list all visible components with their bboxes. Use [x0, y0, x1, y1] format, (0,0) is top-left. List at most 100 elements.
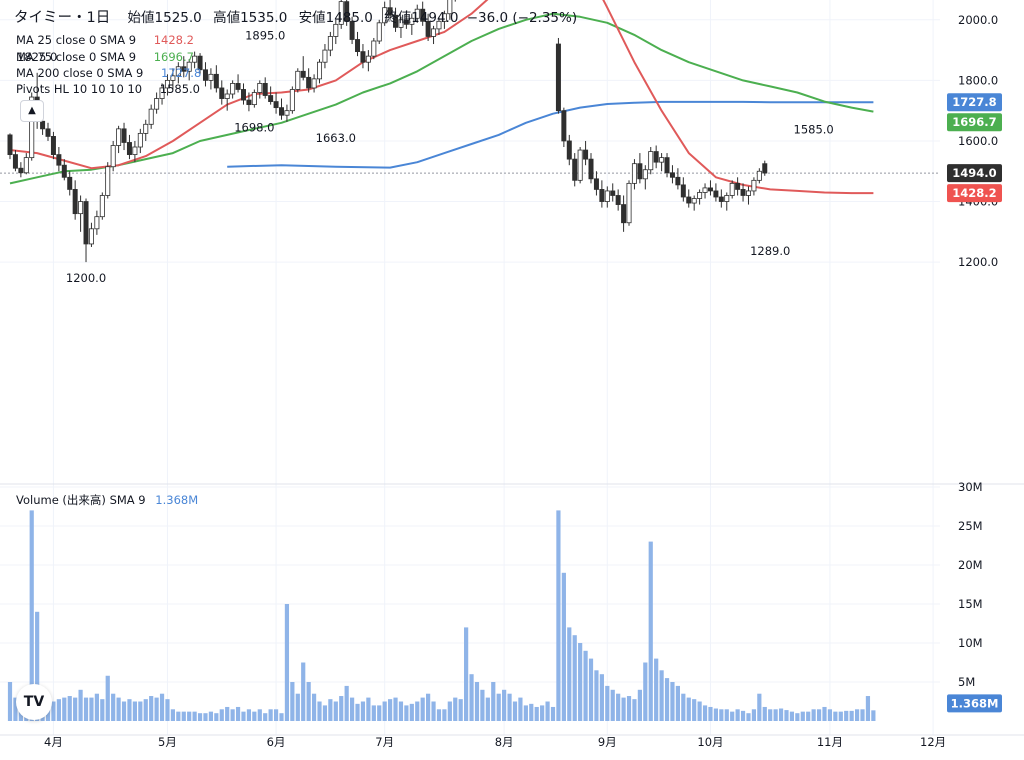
volume-bar — [757, 693, 762, 721]
candle-body — [246, 99, 252, 106]
volume-bar — [208, 711, 214, 721]
symbol-title[interactable]: タイミー・1日 — [14, 10, 111, 26]
candle-body — [181, 66, 187, 72]
ma200-value: 1727.8 — [161, 66, 202, 80]
candle-body — [697, 192, 703, 199]
candle-body — [593, 178, 599, 190]
candle-body — [197, 55, 203, 71]
volume-bar — [833, 711, 838, 721]
volume-bar — [225, 706, 230, 721]
candle-body — [431, 28, 437, 37]
candle-body — [45, 128, 51, 137]
candle-body — [409, 17, 415, 25]
volume-bar — [697, 701, 702, 721]
legend-pivots[interactable]: Pivots HL 10 10 10 10 1585.0 — [16, 81, 200, 97]
month-label: 7月 — [375, 735, 394, 749]
volume-bar — [132, 701, 137, 721]
volume-bar — [94, 693, 99, 721]
volume-bar — [35, 611, 40, 721]
volume-bar — [871, 710, 876, 721]
volume-bar — [838, 711, 843, 721]
volume-bar — [681, 693, 686, 721]
volume-bar — [784, 710, 789, 721]
candle-body — [398, 19, 404, 28]
volume-bar — [626, 696, 632, 721]
volume-bar — [860, 709, 865, 721]
legend-ma25[interactable]: MA 25 close 0 SMA 9 1428.2 — [16, 32, 194, 48]
price-tick-label: 2000.0 — [958, 13, 998, 27]
volume-bar — [409, 703, 414, 721]
volume-bar — [67, 696, 72, 721]
candle-body — [116, 128, 122, 146]
pivot-label: 1200.0 — [66, 271, 106, 285]
volume-bar — [469, 674, 474, 721]
candle-body — [441, 13, 447, 22]
low-label: 安値 — [298, 10, 326, 26]
volume-bar — [295, 693, 300, 721]
candle-body — [393, 14, 399, 28]
volume-bar — [415, 701, 420, 721]
tradingview-logo[interactable]: TV — [16, 684, 52, 720]
volume-bar — [865, 696, 871, 721]
volume-bar — [360, 701, 366, 721]
legend-volume[interactable]: Volume (出来高) SMA 9 1.368M — [16, 492, 198, 508]
candle-body — [707, 187, 713, 192]
volume-bar — [806, 711, 811, 721]
candle-body — [691, 198, 697, 204]
high-value: 1535.0 — [240, 10, 288, 26]
volume-bar — [78, 689, 83, 721]
volume-bar — [485, 697, 490, 721]
candle-body — [355, 39, 361, 53]
volume-bar — [545, 701, 550, 721]
price-tick-label: 1800.0 — [958, 73, 998, 87]
legend-ma75[interactable]: MA 75 close 0 SMA 9 1696.7 — [16, 49, 194, 65]
candle-body — [99, 195, 105, 218]
volume-bar — [203, 713, 208, 721]
volume-bar — [789, 711, 795, 721]
volume-bar — [578, 643, 583, 721]
volume-bar — [29, 510, 34, 721]
month-label: 4月 — [44, 735, 63, 749]
volume-bar — [518, 697, 523, 721]
volume-tick-label: 30M — [958, 480, 983, 494]
candle-body — [376, 22, 382, 42]
candle-body — [208, 73, 214, 81]
volume-bar — [453, 697, 458, 721]
volume-bar — [138, 701, 143, 721]
volume-bar — [768, 709, 773, 721]
volume-bar — [561, 572, 566, 721]
volume-bar — [811, 709, 816, 721]
candle-body — [621, 204, 627, 224]
pivot-label: 1585.0 — [794, 123, 834, 137]
open-value: 1525.0 — [154, 10, 202, 26]
candle-body — [230, 83, 236, 95]
volume-bar — [458, 699, 463, 721]
volume-bar — [62, 697, 67, 721]
candle-body — [414, 8, 420, 19]
candle-body — [365, 55, 371, 63]
candle-body — [175, 66, 181, 77]
volume-bar — [621, 697, 626, 721]
candle-body — [740, 189, 746, 196]
candle-body — [94, 216, 100, 230]
volume-bar — [73, 697, 78, 721]
candle-body — [132, 146, 138, 155]
volume-bar — [686, 697, 691, 721]
chevron-up-icon: ▲ — [28, 105, 36, 116]
collapse-legend-button[interactable]: ▲ — [20, 100, 44, 122]
month-label: 5月 — [158, 735, 177, 749]
price-tag — [947, 164, 1002, 183]
candle-body — [224, 93, 230, 99]
volume-bar — [235, 706, 241, 721]
price-tag — [947, 93, 1002, 112]
ma75-label: MA 75 close 0 SMA 9 — [16, 50, 137, 64]
volume-bar — [496, 693, 501, 721]
volume-bar — [550, 706, 556, 721]
price-tick-label: 1200.0 — [958, 255, 998, 269]
volume-bar — [474, 682, 480, 721]
high-label: 高値 — [213, 10, 241, 26]
pivots-value: 1585.0 — [159, 82, 200, 96]
legend-ma200[interactable]: MA 200 close 0 SMA 9 1727.8 — [16, 65, 201, 81]
candle-body — [143, 123, 149, 134]
